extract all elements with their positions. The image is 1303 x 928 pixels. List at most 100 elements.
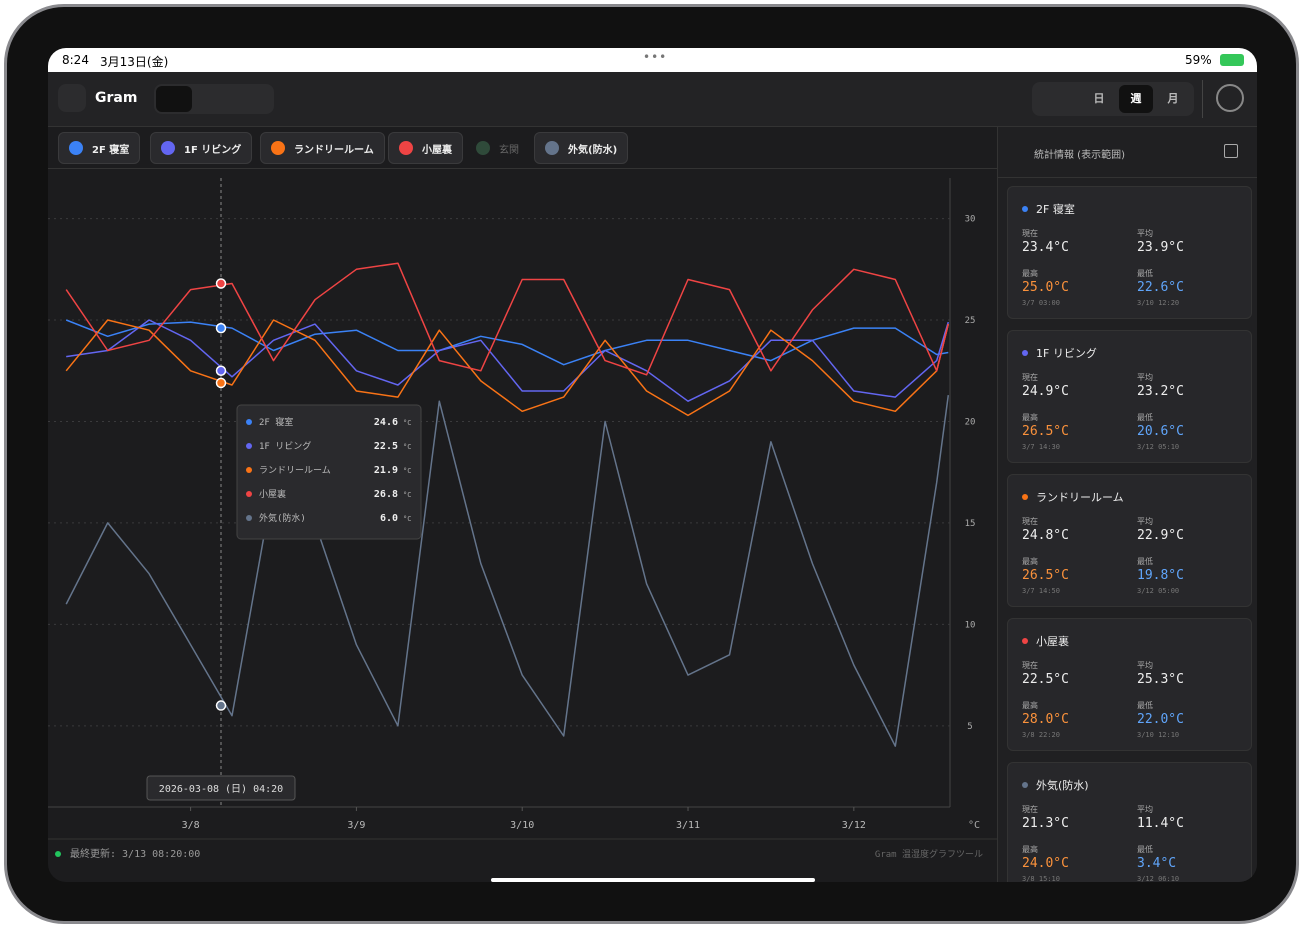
series-line bbox=[65, 262, 950, 376]
tooltip-value: 24.6 bbox=[374, 417, 398, 428]
settings-button[interactable] bbox=[1216, 84, 1244, 112]
range-button[interactable]: 日 bbox=[1093, 92, 1105, 105]
value-min: 20.6°C bbox=[1137, 424, 1184, 439]
label-now: 現在 bbox=[1022, 517, 1038, 526]
legend-chip[interactable]: ランドリールーム bbox=[260, 132, 385, 164]
value-avg: 22.9°C bbox=[1137, 528, 1184, 543]
legend-chip[interactable]: 2F 寝室 bbox=[58, 132, 141, 164]
temperature-button[interactable] bbox=[156, 86, 192, 112]
legend-dot bbox=[161, 141, 175, 155]
legend-label: ランドリールーム bbox=[294, 144, 374, 156]
min-time: 3/10 12:20 bbox=[1137, 299, 1180, 307]
tooltip-name: 1F リビング bbox=[259, 440, 311, 452]
value-avg: 23.9°C bbox=[1137, 240, 1184, 255]
legend-chip-hidden[interactable]: 玄関 bbox=[468, 132, 527, 164]
label-avg: 平均 bbox=[1137, 373, 1153, 382]
card-dot bbox=[1022, 782, 1028, 788]
value-avg: 25.3°C bbox=[1137, 672, 1184, 687]
last-updated: 最終更新: 3/13 08:20:00 bbox=[70, 847, 200, 860]
tooltip-value: 21.9 bbox=[374, 465, 398, 476]
value-now: 24.9°C bbox=[1022, 384, 1069, 399]
y-tick-label: 15 bbox=[965, 519, 976, 529]
min-time: 3/10 12:10 bbox=[1137, 731, 1180, 739]
stats-card: 2F 寝室 現在 平均 23.4°C 23.9°C 最高 最低 25.0°C 22.6°C 3/7… bbox=[1007, 186, 1252, 319]
y-tick-label: 5 bbox=[967, 722, 972, 732]
tooltip-value: 6.0 bbox=[380, 513, 398, 524]
tooltip-dot bbox=[246, 491, 252, 497]
label-min: 最低 bbox=[1137, 413, 1153, 422]
label-max: 最高 bbox=[1022, 845, 1038, 854]
chart-icon bbox=[58, 84, 86, 112]
tooltip-unit: °C bbox=[403, 515, 411, 523]
min-time: 3/12 05:10 bbox=[1137, 443, 1180, 451]
card-name: 2F 寝室 bbox=[1036, 203, 1075, 216]
tooltip-name: 2F 寝室 bbox=[259, 416, 293, 428]
series-line bbox=[66, 319, 950, 402]
app-name: Gram bbox=[95, 90, 138, 106]
legend-chip[interactable]: 小屋裏 bbox=[388, 132, 463, 164]
battery-icon bbox=[1220, 54, 1244, 66]
metric-switch bbox=[154, 84, 274, 114]
value-min: 3.4°C bbox=[1137, 856, 1177, 871]
value-now: 24.8°C bbox=[1022, 528, 1069, 543]
value-min: 22.0°C bbox=[1137, 712, 1184, 727]
x-tick-label: 3/11 bbox=[676, 820, 700, 831]
label-max: 最高 bbox=[1022, 701, 1038, 710]
stats-card: 外気(防水) 現在 平均 21.3°C 11.4°C 最高 最低 24.0°C 3.4°C 3/8… bbox=[1007, 762, 1252, 882]
hover-point bbox=[215, 377, 227, 389]
legend-chip[interactable]: 外気(防水) bbox=[534, 132, 629, 164]
card-title: 小屋裏 bbox=[1022, 633, 1069, 649]
legend-dot bbox=[476, 141, 490, 155]
max-time: 3/8 22:20 bbox=[1022, 731, 1060, 739]
stats-card: ランドリールーム 現在 平均 24.8°C 22.9°C 最高 最低 26.5°C 19.8°C… bbox=[1007, 474, 1252, 607]
status-bar: 8:24 3月13日(金) ••• 59% bbox=[48, 48, 1257, 72]
y-tick-label: 20 bbox=[965, 417, 976, 427]
tooltip-unit: °C bbox=[403, 491, 411, 499]
card-name: 1F リビング bbox=[1036, 347, 1097, 360]
range-button[interactable]: 週 bbox=[1119, 85, 1153, 113]
card-dot bbox=[1022, 494, 1028, 500]
hover-point bbox=[215, 322, 227, 334]
y-tick-label: 30 bbox=[965, 215, 976, 225]
series-line bbox=[65, 395, 950, 747]
time: 8:24 bbox=[62, 53, 89, 67]
value-min: 22.6°C bbox=[1137, 280, 1184, 295]
stats-panel: 統計情報 (表示範囲) 2F 寝室 現在 平均 23.4°C 23.9°C 最高 最低 25.… bbox=[997, 127, 1257, 882]
label-now: 現在 bbox=[1022, 805, 1038, 814]
value-max: 24.0°C bbox=[1022, 856, 1069, 871]
time-badge bbox=[146, 775, 296, 801]
value-min: 19.8°C bbox=[1137, 568, 1184, 583]
label-max: 最高 bbox=[1022, 557, 1038, 566]
tooltip-name: ランドリールーム bbox=[259, 465, 331, 476]
label-avg: 平均 bbox=[1137, 229, 1153, 238]
date: 3月13日(金) bbox=[100, 55, 169, 69]
value-now: 23.4°C bbox=[1022, 240, 1069, 255]
plot-lines bbox=[65, 262, 950, 747]
label-min: 最低 bbox=[1137, 701, 1153, 710]
stats-title: 統計情報 (表示範囲) bbox=[1034, 150, 1125, 161]
y-tick-label: 25 bbox=[965, 316, 976, 326]
tooltip-unit: °C bbox=[403, 467, 411, 475]
battery-text: 59% bbox=[1185, 53, 1212, 67]
x-tick-label: 3/10 bbox=[510, 820, 534, 831]
tooltip bbox=[236, 404, 422, 540]
value-max: 28.0°C bbox=[1022, 712, 1069, 727]
min-time: 3/12 05:00 bbox=[1137, 587, 1180, 595]
collapse-button[interactable] bbox=[1224, 144, 1238, 158]
multitask[interactable]: ••• bbox=[643, 50, 668, 64]
y-tick-label: 10 bbox=[965, 620, 976, 630]
label-avg: 平均 bbox=[1137, 661, 1153, 670]
label-now: 現在 bbox=[1022, 229, 1038, 238]
divider bbox=[1202, 80, 1203, 118]
x-tick-label: 3/8 bbox=[182, 820, 200, 831]
app-header: Gram 日 週 月 bbox=[48, 72, 1257, 127]
max-time: 3/7 14:50 bbox=[1022, 587, 1060, 595]
min-time: 3/12 06:10 bbox=[1137, 875, 1180, 882]
legend-chip[interactable]: 1F リビング bbox=[150, 132, 253, 164]
card-name: ランドリールーム bbox=[1036, 491, 1124, 504]
max-time: 3/7 14:30 bbox=[1022, 443, 1060, 451]
range-button[interactable]: 月 bbox=[1167, 92, 1179, 105]
legend-dot bbox=[271, 141, 285, 155]
x-tick-label: 3/9 bbox=[347, 820, 365, 831]
legend-label: 小屋裏 bbox=[422, 144, 452, 156]
